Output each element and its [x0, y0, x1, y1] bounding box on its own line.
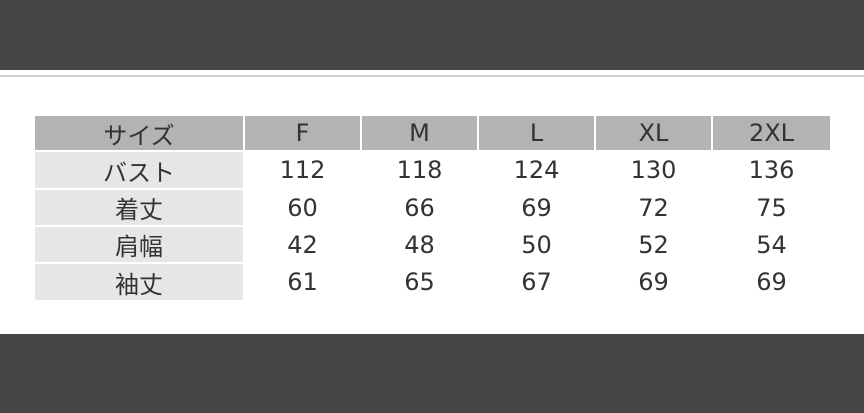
- row-label: バスト: [35, 152, 243, 188]
- value-cell: 50: [521, 230, 552, 259]
- value-cell: 136: [748, 156, 795, 184]
- value-cell: 130: [630, 156, 677, 184]
- value-cell: 67: [521, 268, 552, 296]
- value-cell: 118: [396, 156, 443, 184]
- top-bar: [0, 0, 864, 70]
- value-cell: 52: [638, 230, 669, 259]
- header-cell: L: [479, 116, 594, 150]
- size-table: サイズ F M L XL 2XL バスト 112 118 124 130 136 着丈 60 66 69 72 7…: [35, 116, 830, 300]
- value-cell: 60: [287, 193, 318, 222]
- value-cell: 124: [513, 156, 560, 184]
- bottom-bar: [0, 334, 864, 413]
- value-cell: 65: [404, 268, 435, 296]
- value-cell: 112: [279, 156, 326, 184]
- header-cell: F: [245, 116, 360, 150]
- row-label: 袖丈: [35, 264, 243, 300]
- row-label: 肩幅: [35, 227, 243, 262]
- header-cell: XL: [596, 116, 711, 150]
- header-cell: M: [362, 116, 477, 150]
- value-cell: 75: [756, 193, 787, 222]
- value-cell: 66: [404, 193, 435, 222]
- value-cell: 69: [756, 268, 787, 296]
- value-cell: 72: [638, 193, 669, 222]
- header-cell: 2XL: [713, 116, 830, 150]
- row-label: 着丈: [35, 190, 243, 225]
- value-cell: 48: [404, 230, 435, 259]
- value-cell: 69: [638, 268, 669, 296]
- divider: [0, 75, 864, 77]
- value-cell: 42: [287, 230, 318, 259]
- value-cell: 54: [756, 230, 787, 259]
- value-cell: 61: [287, 268, 318, 296]
- header-cell: サイズ: [35, 116, 243, 150]
- value-cell: 69: [521, 193, 552, 222]
